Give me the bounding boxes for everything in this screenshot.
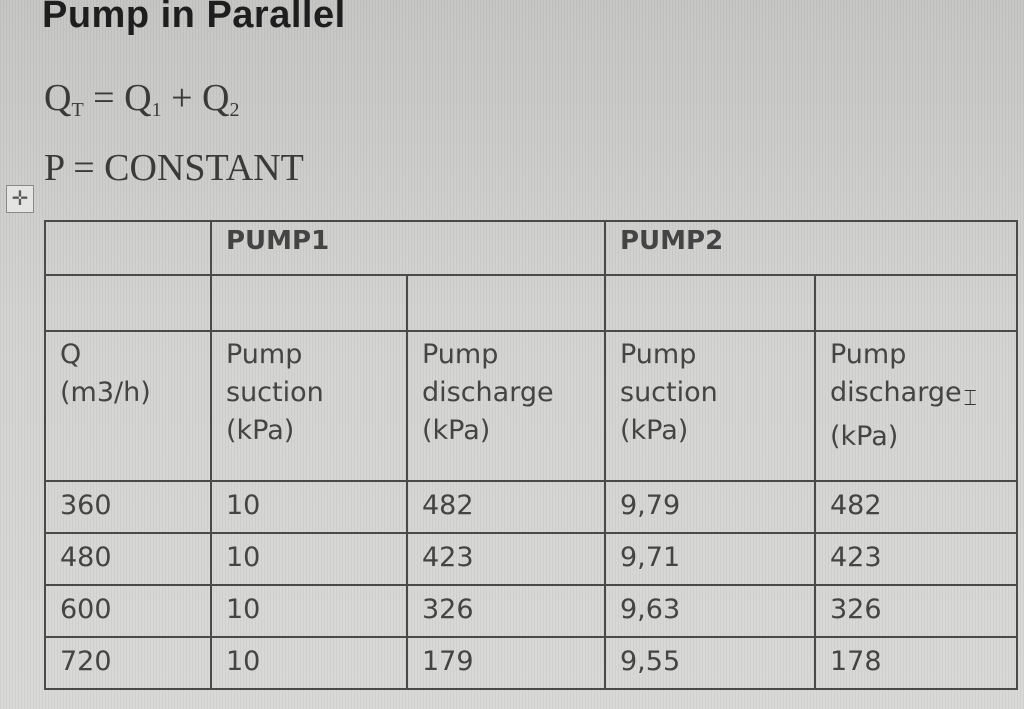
table-cell-empty[interactable] — [604, 274, 816, 332]
table-cell[interactable]: 9,63 — [604, 584, 816, 638]
table-cell[interactable]: 10 — [210, 480, 408, 534]
table-cell[interactable]: 179 — [406, 636, 606, 690]
table-cell[interactable]: 326 — [814, 584, 1018, 638]
table-cell[interactable]: 720 — [44, 636, 212, 690]
table-cell-empty[interactable] — [210, 274, 408, 332]
table-cell[interactable]: 480 — [44, 532, 212, 586]
flow-1-symbol: Q — [124, 77, 152, 119]
table-cell[interactable]: 600 — [44, 584, 212, 638]
table-cell-empty[interactable] — [406, 274, 606, 332]
table-cell[interactable]: 360 — [44, 480, 212, 534]
table-cell-empty[interactable] — [44, 220, 212, 276]
flow-1-subscript: 1 — [151, 99, 162, 121]
label-line: (kPa) — [620, 415, 689, 446]
label-line: Pump — [226, 339, 303, 370]
pump2-header[interactable]: PUMP2 — [604, 220, 1018, 276]
table-cell[interactable]: 9,71 — [604, 532, 816, 586]
table-cell[interactable]: 423 — [814, 532, 1018, 586]
label-line: Pump — [422, 339, 499, 370]
flow-2-symbol: Q — [202, 77, 230, 119]
table-move-handle-icon[interactable]: ✛ — [6, 185, 34, 213]
table-row: 720 10 179 9,55 178 — [44, 636, 1018, 690]
label-line: Pump — [830, 339, 907, 370]
column-label-pump2-suction[interactable]: Pump suction (kPa) — [604, 330, 816, 482]
label-text: discharge — [830, 377, 962, 408]
flow-equation: QT = Q1 + Q2 — [44, 76, 239, 122]
label-line: (kPa) — [422, 415, 491, 446]
table-row: 360 10 482 9,79 482 — [44, 480, 1018, 534]
label-line: suction — [226, 377, 324, 408]
table-label-row: Q (m3/h) Pump suction (kPa) Pump dischar… — [44, 330, 1018, 482]
column-label-pump1-discharge[interactable]: Pump discharge (kPa) — [406, 330, 606, 482]
ibeam-cursor-icon: ⌶ — [963, 386, 977, 411]
flow-2-subscript: 2 — [229, 99, 240, 121]
table-cell[interactable]: 9,79 — [604, 480, 816, 534]
table-cell[interactable]: 326 — [406, 584, 606, 638]
label-line: (m3/h) — [60, 377, 151, 408]
column-label-q[interactable]: Q (m3/h) — [44, 330, 212, 482]
column-label-pump2-discharge[interactable]: Pump discharge⌶ (kPa) — [814, 330, 1018, 482]
plus-sign: + — [161, 77, 202, 119]
table-cell[interactable]: 482 — [406, 480, 606, 534]
label-line: (kPa) — [226, 415, 295, 446]
table-header-row: PUMP1 PUMP2 — [44, 220, 1018, 276]
table-cell-empty[interactable] — [44, 274, 212, 332]
label-line: suction — [620, 377, 718, 408]
table-cell[interactable]: 178 — [814, 636, 1018, 690]
label-line: Pump — [620, 339, 697, 370]
label-line: (kPa) — [830, 421, 899, 452]
label-line: discharge — [422, 377, 554, 408]
table-cell[interactable]: 423 — [406, 532, 606, 586]
table-row: 600 10 326 9,63 326 — [44, 584, 1018, 638]
table-cell[interactable]: 10 — [210, 532, 408, 586]
table-cell[interactable]: 9,55 — [604, 636, 816, 690]
equals-sign: = — [83, 77, 125, 119]
table-subheader-row — [44, 274, 1018, 332]
label-line: discharge⌶ — [830, 374, 1002, 418]
table-cell[interactable]: 10 — [210, 636, 408, 690]
pressure-equation: P = CONSTANT — [44, 147, 304, 189]
column-label-pump1-suction[interactable]: Pump suction (kPa) — [210, 330, 408, 482]
table-cell-empty[interactable] — [814, 274, 1018, 332]
table-cell[interactable]: 10 — [210, 584, 408, 638]
flow-total-subscript: T — [71, 99, 84, 121]
table-row: 480 10 423 9,71 423 — [44, 532, 1018, 586]
label-line: Q — [60, 339, 82, 370]
flow-total-symbol: Q — [44, 77, 72, 119]
pump-table: PUMP1 PUMP2 Q (m3/h) Pump suction (kPa) … — [44, 220, 1018, 690]
pump1-header[interactable]: PUMP1 — [210, 220, 606, 276]
page-title: Pump in Parallel — [42, 0, 346, 36]
table-cell[interactable]: 482 — [814, 480, 1018, 534]
